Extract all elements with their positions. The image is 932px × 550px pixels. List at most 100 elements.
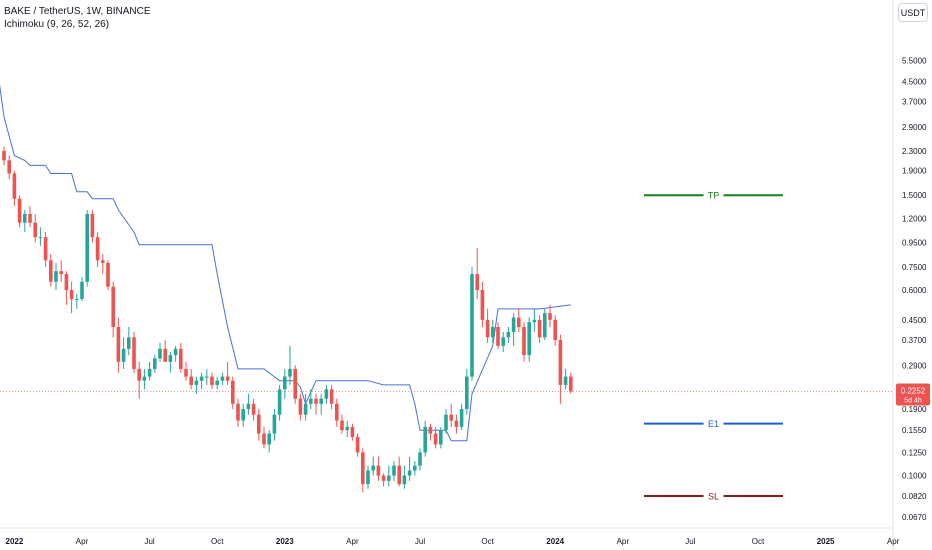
candle-body	[480, 290, 485, 320]
y-tick-label: 0.1000	[902, 472, 927, 481]
candle-body	[553, 319, 557, 341]
y-tick-label: 1.2000	[902, 214, 927, 223]
candle-body	[465, 376, 469, 410]
candle-body	[418, 452, 422, 466]
candle-body	[355, 437, 360, 453]
candle-body	[231, 380, 235, 404]
x-tick-label: 2025	[817, 537, 835, 546]
candle-body	[220, 376, 225, 381]
candle-body	[251, 403, 256, 415]
candle-body	[314, 398, 318, 404]
candle-body	[397, 465, 401, 485]
candle-body	[257, 414, 261, 434]
candle-body	[543, 313, 547, 338]
candle-body	[319, 398, 323, 404]
candle-body	[2, 150, 6, 161]
level-label-tp: TP	[708, 191, 720, 201]
candle-body	[54, 271, 58, 282]
candle-body	[537, 319, 542, 338]
ichimoku-line	[0, 84, 571, 442]
candle-body	[329, 389, 334, 404]
indicator-legend[interactable]: Ichimoku (9, 26, 52, 26)	[4, 19, 110, 30]
candle-body	[449, 414, 453, 421]
candle-body	[262, 433, 266, 445]
level-label-sl: SL	[708, 492, 719, 502]
candle-body	[485, 319, 490, 338]
candle-body	[75, 299, 79, 301]
candle-body	[28, 214, 32, 223]
x-tick-label: Oct	[752, 537, 765, 546]
chart-title: BAKE / TetherUS, 1W, BINANCE	[4, 6, 151, 17]
candle-body	[277, 389, 282, 415]
candle-body	[428, 426, 433, 434]
y-tick-label: 0.4500	[902, 316, 927, 325]
y-tick-label: 0.1550	[902, 426, 927, 435]
x-tick-label: 2024	[546, 537, 564, 546]
candle-body	[7, 160, 11, 174]
y-tick-label: 0.7500	[902, 263, 927, 272]
candle-body	[423, 426, 427, 453]
currency-button[interactable]: USDT	[898, 3, 928, 22]
candle-body	[246, 403, 251, 410]
candle-body	[215, 380, 219, 385]
candle-body	[267, 433, 271, 445]
candle-body	[85, 214, 89, 282]
x-tick-label: Jul	[415, 537, 425, 546]
y-tick-label: 2.9000	[902, 123, 927, 132]
candle-body	[309, 398, 313, 404]
candle-body	[407, 470, 412, 476]
candle-body	[402, 475, 407, 485]
candle-body	[392, 465, 396, 476]
candle-body	[345, 426, 349, 431]
x-tick-label: 2022	[6, 537, 24, 546]
candle-body	[116, 326, 121, 362]
candle-body	[506, 332, 511, 338]
candle-body	[38, 237, 43, 239]
y-tick-label: 0.1250	[902, 448, 927, 457]
candle-body	[303, 403, 308, 415]
y-tick-label: 2.3000	[902, 147, 927, 156]
level-label-e1: E1	[708, 419, 719, 429]
candle-body	[444, 414, 448, 431]
x-tick-label: Jul	[685, 537, 695, 546]
candle-body	[168, 355, 173, 362]
candle-body	[532, 319, 537, 323]
candle-body	[69, 290, 74, 300]
candle-body	[454, 420, 459, 427]
candle-body	[194, 380, 199, 385]
candle-body	[111, 286, 115, 327]
candle-body	[522, 326, 526, 356]
price-tag-value: 0.2252	[901, 386, 926, 395]
candle-body	[59, 271, 63, 275]
candle-body	[43, 237, 48, 261]
candle-body	[179, 348, 183, 369]
candle-body	[127, 337, 131, 349]
y-tick-label: 5.5000	[902, 57, 927, 66]
y-tick-label: 0.3700	[902, 336, 927, 345]
candle-body	[64, 274, 69, 291]
candle-body	[272, 414, 277, 434]
x-tick-label: 2023	[276, 537, 294, 546]
candle-body	[49, 260, 53, 282]
candle-body	[80, 281, 84, 300]
candle-body	[12, 173, 17, 199]
candle-body	[350, 426, 355, 438]
price-tag	[896, 383, 930, 406]
candle-body	[225, 376, 230, 381]
candle-body	[205, 376, 209, 378]
x-tick-label: Apr	[76, 537, 89, 546]
candle-body	[189, 376, 193, 385]
candle-body	[563, 376, 568, 385]
candle-body	[241, 409, 245, 421]
candle-body	[132, 337, 136, 369]
candle-body	[569, 376, 573, 392]
candle-body	[439, 430, 443, 445]
y-tick-label: 4.5000	[902, 77, 927, 86]
candle-body	[381, 475, 386, 481]
candle-body	[558, 340, 563, 385]
candle-body	[340, 420, 344, 431]
y-tick-label: 0.6000	[902, 286, 927, 295]
candle-body	[163, 348, 167, 362]
y-tick-label: 1.5000	[902, 191, 927, 200]
